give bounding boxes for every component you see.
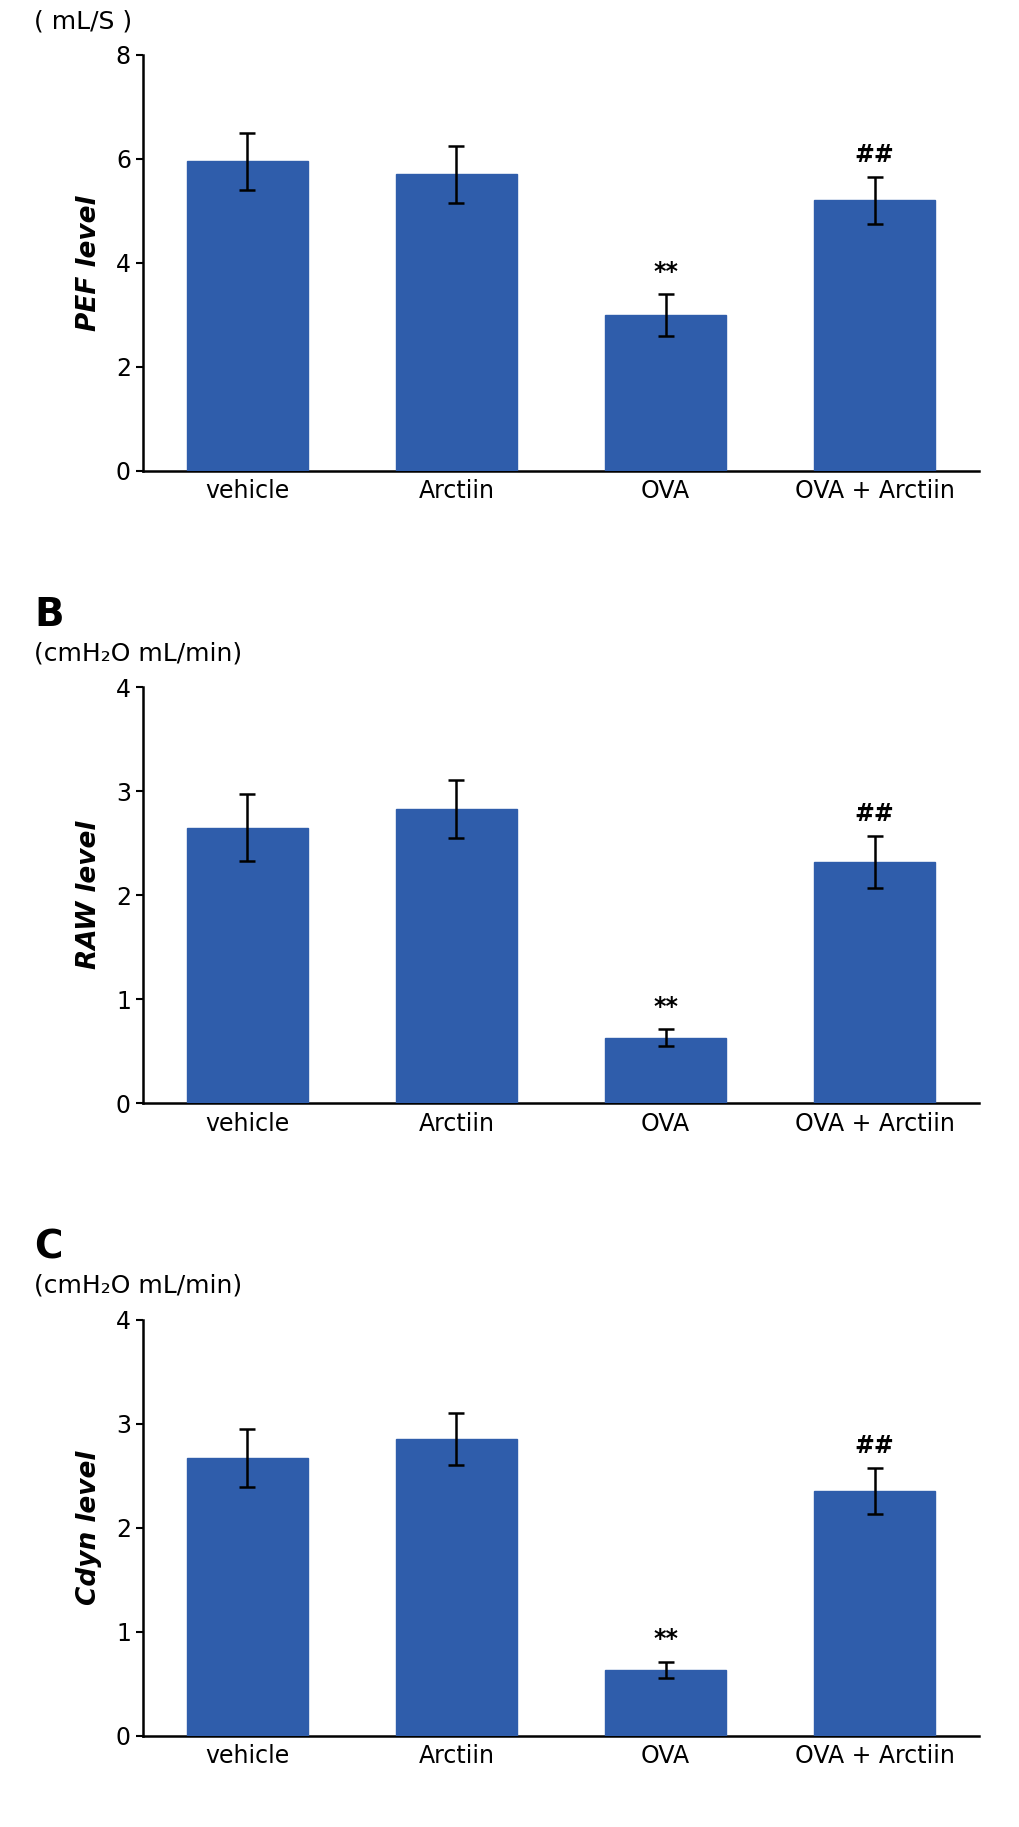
Text: ##: ##: [854, 143, 894, 166]
Text: ##: ##: [854, 1434, 894, 1458]
Y-axis label: PEF level: PEF level: [75, 195, 102, 331]
Y-axis label: Cdyn level: Cdyn level: [76, 1451, 102, 1604]
Text: C: C: [34, 1228, 62, 1266]
Bar: [813, 201, 934, 471]
Text: **: **: [652, 996, 678, 1019]
Text: ##: ##: [854, 802, 894, 826]
Bar: [186, 828, 308, 1104]
Text: **: **: [652, 259, 678, 283]
Bar: [813, 1491, 934, 1736]
Bar: [395, 174, 517, 471]
Bar: [813, 862, 934, 1104]
Bar: [186, 161, 308, 471]
Text: B: B: [34, 596, 63, 634]
Text: (cmH₂O mL/min): (cmH₂O mL/min): [34, 641, 242, 665]
Y-axis label: RAW level: RAW level: [76, 820, 102, 970]
Bar: [604, 314, 726, 471]
Bar: [186, 1458, 308, 1736]
Bar: [604, 1670, 726, 1736]
Text: **: **: [652, 1628, 678, 1652]
Bar: [395, 1440, 517, 1736]
Text: (cmH₂O mL/min): (cmH₂O mL/min): [34, 1273, 242, 1297]
Bar: [604, 1038, 726, 1104]
Bar: [395, 809, 517, 1104]
Text: ( mL/S ): ( mL/S ): [34, 9, 132, 33]
